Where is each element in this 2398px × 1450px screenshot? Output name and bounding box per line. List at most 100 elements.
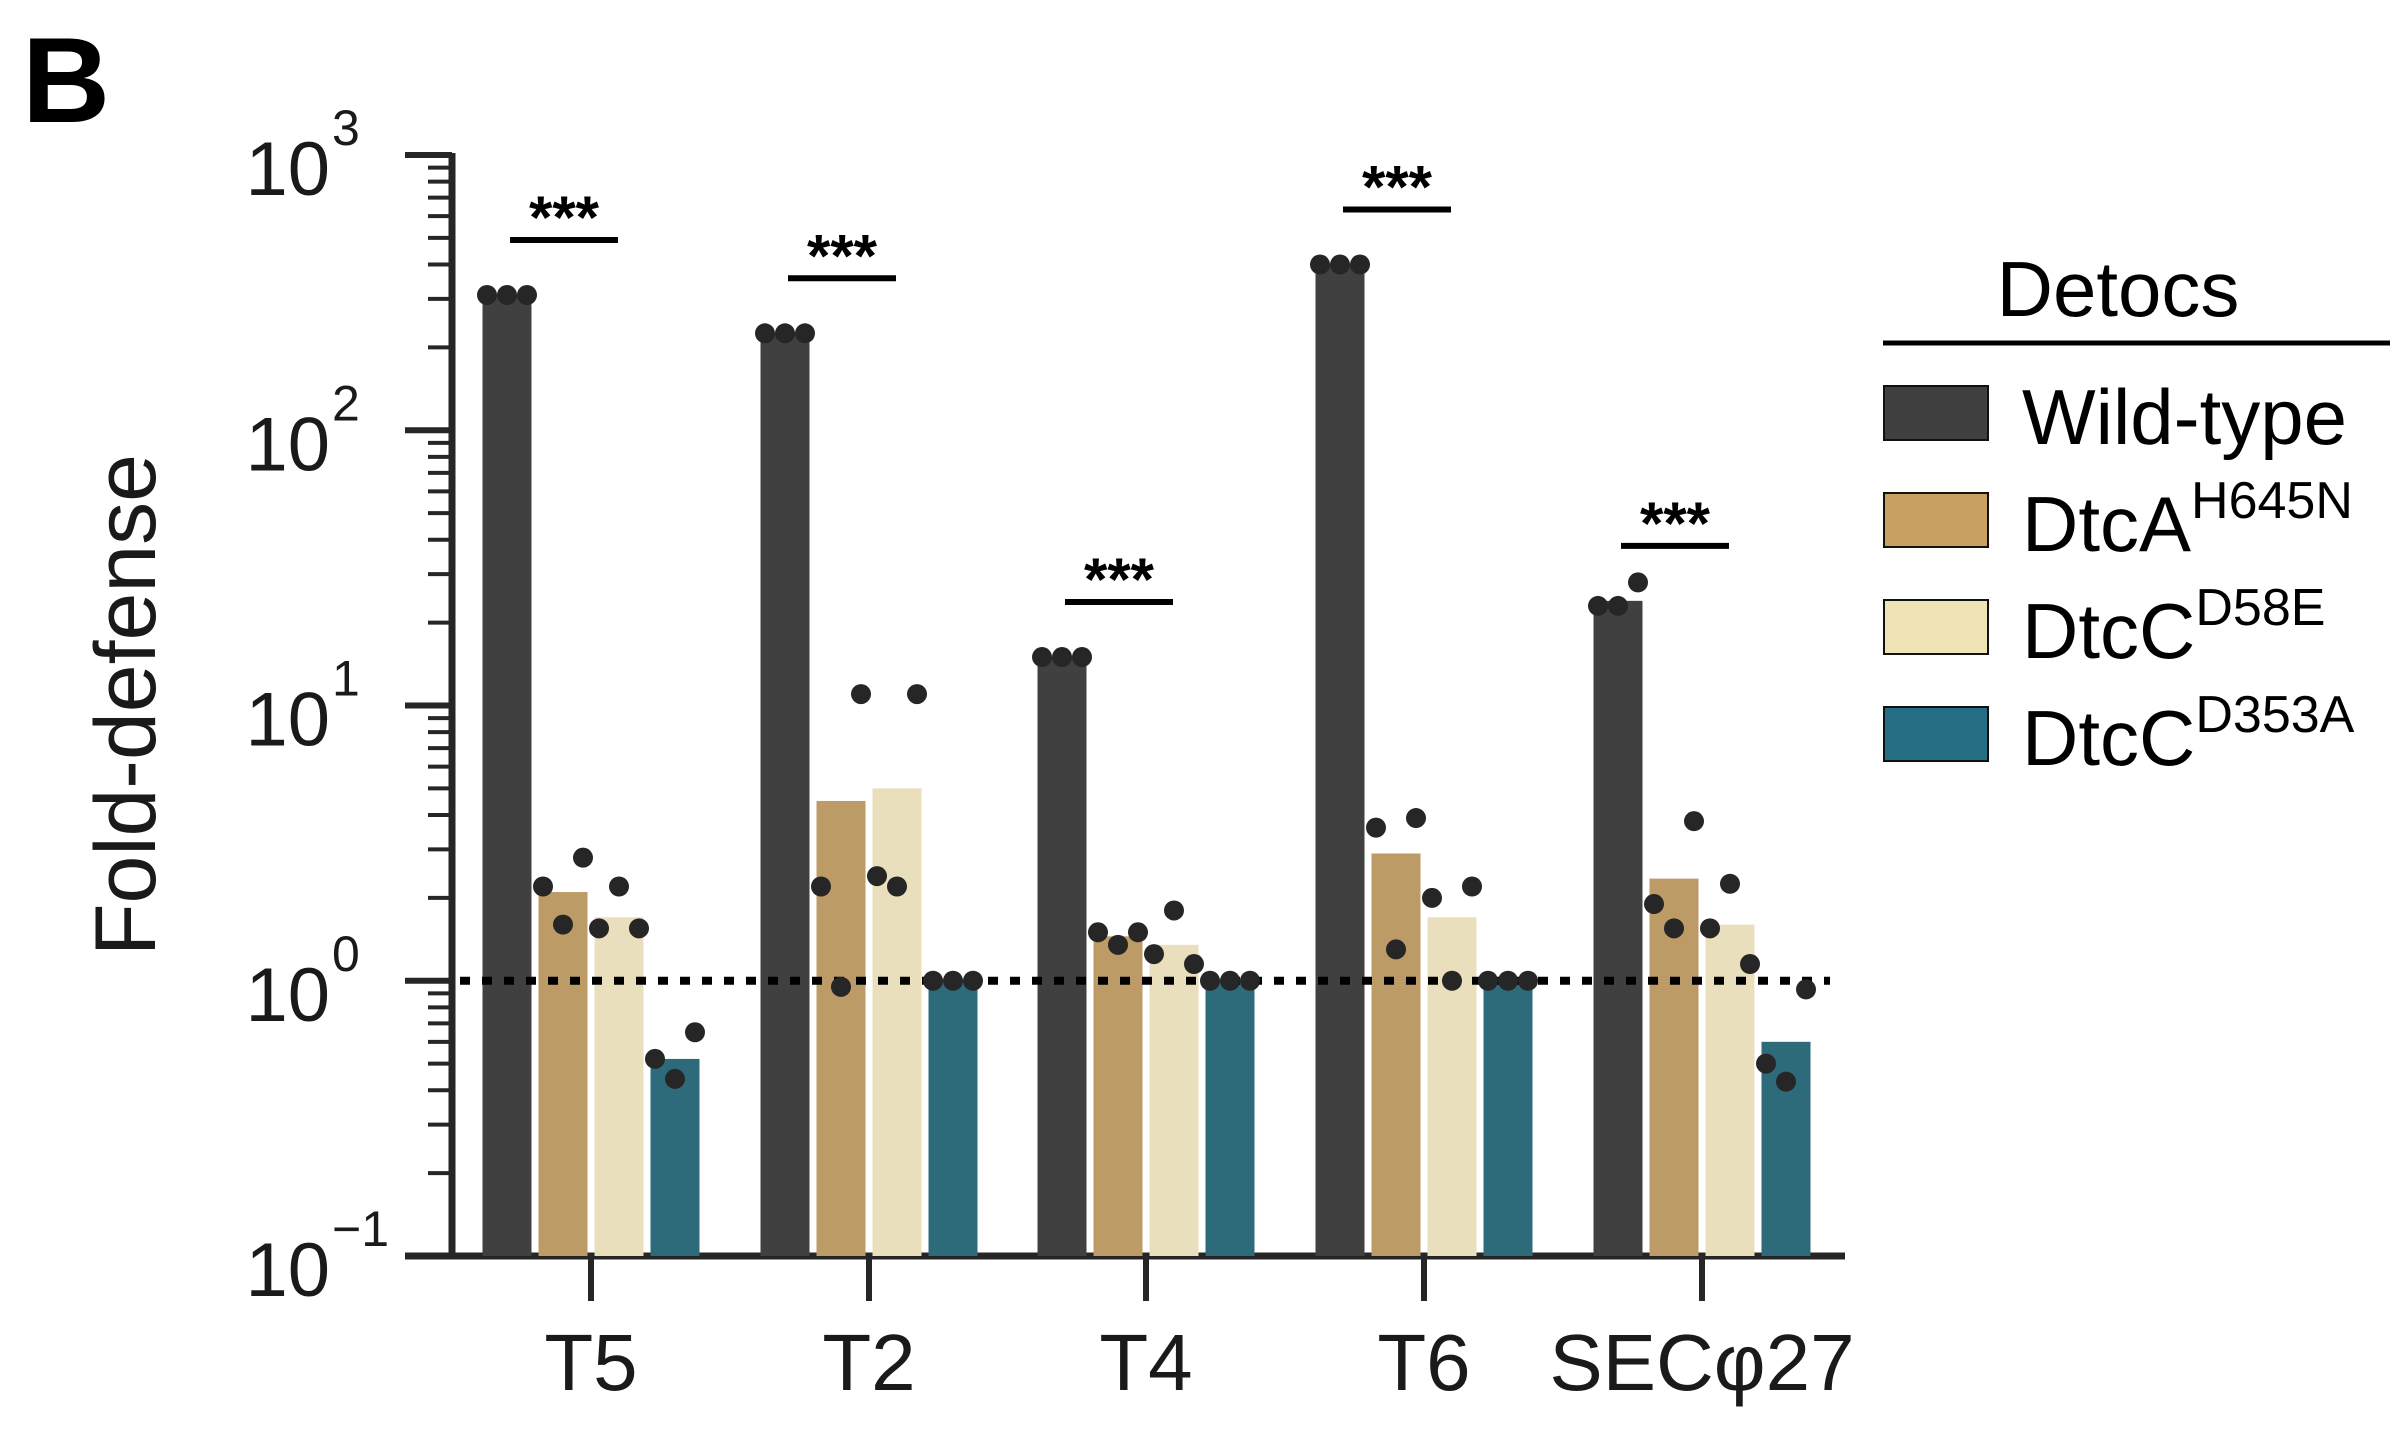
data-point <box>1518 970 1538 991</box>
data-point <box>665 1068 685 1089</box>
x-tick-label-SECφ27: SECφ27 <box>1549 1318 1854 1407</box>
data-point <box>629 918 649 939</box>
bar-T2-series-0 <box>760 333 810 1256</box>
y-tick-exponent: 2 <box>332 375 360 431</box>
legend-label-dtcC-D353A: DtcCD353A <box>2022 686 2355 782</box>
bar-T5-series-1 <box>538 892 588 1256</box>
data-point <box>963 970 983 991</box>
bar-T4-series-2 <box>1149 944 1199 1256</box>
data-point <box>1756 1053 1776 1074</box>
data-point <box>1350 254 1370 275</box>
y-tick-base: 10 <box>245 402 330 487</box>
bars <box>482 264 1811 1257</box>
bar-T4-series-3 <box>1205 980 1255 1256</box>
legend-swatch-dtcC-D353A <box>1883 706 1989 762</box>
data-point <box>811 876 831 897</box>
data-point <box>1052 647 1072 668</box>
data-point <box>1422 887 1442 908</box>
data-point <box>1366 817 1386 838</box>
x-tick-label-T4: T4 <box>1099 1318 1192 1407</box>
bar-T2-series-1 <box>816 800 866 1256</box>
data-point <box>923 970 943 991</box>
data-point <box>533 876 553 897</box>
bar-SECφ27-series-2 <box>1705 924 1755 1256</box>
data-point <box>517 285 537 306</box>
bar-T6-series-3 <box>1483 980 1533 1256</box>
data-point <box>1442 970 1462 991</box>
panel-label: B <box>22 12 110 148</box>
data-point <box>1406 808 1426 829</box>
data-point <box>1164 900 1184 921</box>
significance-label: *** <box>1640 490 1711 557</box>
y-tick-label: 10 <box>245 1228 330 1313</box>
y-tick-exponent: 3 <box>332 100 360 156</box>
data-point <box>1796 979 1816 1000</box>
data-point <box>1072 647 1092 668</box>
legend-swatch-dtcA-H645N <box>1883 492 1989 548</box>
bar-T4-series-1 <box>1093 936 1143 1256</box>
y-tick-label: 10 <box>245 402 330 487</box>
data-point <box>497 285 517 306</box>
legend: Detocs Wild-type DtcAH645N DtcCD58E DtcC… <box>1883 245 2390 782</box>
data-point <box>1588 595 1608 616</box>
x-tick-labels: T5 T2 T4 T6 SECφ27 <box>544 1256 1855 1407</box>
legend-title: Detocs <box>1997 245 2240 333</box>
data-point <box>1462 876 1482 897</box>
y-tick-base: 10 <box>245 678 330 763</box>
data-point <box>851 684 871 705</box>
data-point <box>553 914 573 935</box>
legend-swatch-wild-type <box>1883 385 1989 441</box>
data-point <box>1184 954 1204 975</box>
y-tick-label: 10 <box>245 127 330 212</box>
data-point <box>867 866 887 887</box>
data-point <box>1088 922 1108 943</box>
data-point <box>1330 254 1350 275</box>
bar-T5-series-0 <box>482 295 532 1256</box>
data-point <box>1108 934 1128 955</box>
data-point <box>589 918 609 939</box>
significance-label: *** <box>1084 546 1155 613</box>
data-point <box>685 1022 705 1043</box>
bar-SECφ27-series-0 <box>1593 600 1643 1256</box>
data-point <box>1700 918 1720 939</box>
data-point <box>943 970 963 991</box>
data-point <box>1032 647 1052 668</box>
data-point <box>1776 1071 1796 1092</box>
data-point <box>1478 970 1498 991</box>
y-tick-base: 10 <box>245 1228 330 1313</box>
y-tick-base: 10 <box>245 953 330 1038</box>
data-point <box>755 323 775 344</box>
significance-label: *** <box>1362 154 1433 221</box>
data-point <box>573 847 593 868</box>
bar-T6-series-0 <box>1315 264 1365 1257</box>
y-tick-exponent: 1 <box>332 651 360 707</box>
data-point <box>1664 918 1684 939</box>
data-point <box>1608 595 1628 616</box>
legend-label-dtcA-H645N: DtcAH645N <box>2022 472 2353 568</box>
data-point <box>1200 970 1220 991</box>
legend-swatch-dtcC-D58E <box>1883 599 1989 655</box>
data-point <box>1628 572 1648 593</box>
data-point <box>1128 922 1148 943</box>
bar-T6-series-2 <box>1427 917 1477 1256</box>
y-tick-base: 10 <box>245 127 330 212</box>
data-point <box>831 976 851 997</box>
data-point <box>1220 970 1240 991</box>
bar-T6-series-1 <box>1371 853 1421 1256</box>
y-tick-exponent: −1 <box>332 1201 389 1257</box>
y-tick-label: 10 <box>245 953 330 1038</box>
significance-label: *** <box>529 184 600 251</box>
data-points <box>477 254 1816 1092</box>
data-point <box>1720 873 1740 894</box>
data-point <box>1644 894 1664 915</box>
data-point <box>1240 970 1260 991</box>
data-point <box>887 876 907 897</box>
bar-T5-series-3 <box>650 1058 700 1256</box>
y-tick-label: 10 <box>245 678 330 763</box>
data-point <box>1386 939 1406 960</box>
data-point <box>609 876 629 897</box>
bar-T2-series-2 <box>872 788 922 1256</box>
significance-markers: *** *** *** *** *** <box>510 154 1729 613</box>
